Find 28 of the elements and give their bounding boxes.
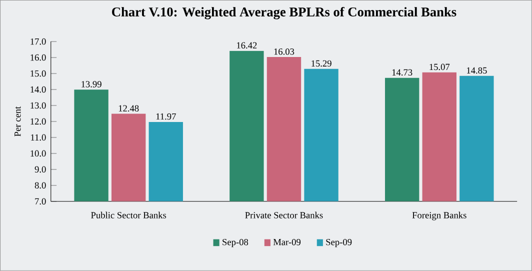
x-tick-label: Public Sector Banks — [91, 212, 166, 218]
x-tick-label: Foreign Banks — [412, 212, 466, 220]
y-tick-label: 17.0 — [30, 38, 46, 45]
legend-label: Sep-08 — [222, 238, 248, 248]
data-label: 14.85 — [467, 67, 487, 74]
data-label: 15.29 — [312, 60, 332, 67]
y-tick-label: 11.0 — [31, 134, 46, 141]
y-tick-label: 10.0 — [30, 150, 46, 157]
chart-title: Chart V.10: Weighted Average BPLRs of Commercial Banks — [112, 6, 456, 20]
data-label: 13.99 — [82, 81, 102, 88]
data-label: 16.42 — [237, 42, 257, 49]
y-tick-label: 7.0 — [35, 198, 46, 205]
y-tick-label: 16.0 — [30, 54, 46, 61]
y-tick-label: 13.0 — [30, 102, 46, 109]
data-label: 12.48 — [118, 105, 139, 112]
y-axis-title: Per cent — [14, 106, 21, 136]
data-label: 15.07 — [430, 64, 450, 70]
x-tick-label: Private Sector Banks — [245, 212, 323, 218]
y-tick-label: 12.0 — [30, 118, 46, 125]
legend-label: Sep-09 — [326, 238, 352, 248]
legend-label: Mar-09 — [273, 238, 301, 246]
data-label: 16.03 — [274, 48, 294, 55]
y-tick-label: 14.0 — [30, 86, 46, 93]
data-label: 14.73 — [392, 69, 412, 76]
data-label: 11.97 — [156, 113, 176, 120]
y-tick-label: 9.0 — [34, 166, 46, 173]
y-tick-label: 8.0 — [34, 182, 46, 189]
y-tick-label: 15.0 — [30, 70, 46, 77]
